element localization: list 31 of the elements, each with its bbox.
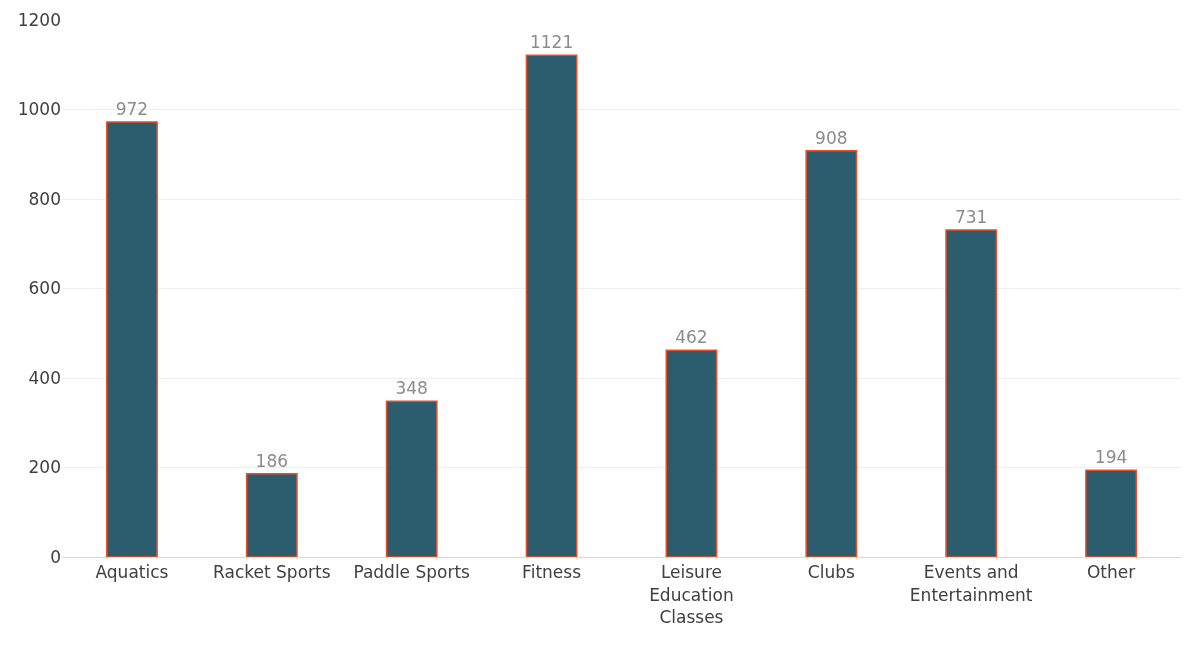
data-label: 348 bbox=[395, 378, 428, 399]
bar bbox=[385, 400, 438, 557]
y-tick-label: 1200 bbox=[17, 9, 61, 30]
data-label: 186 bbox=[255, 450, 289, 471]
x-tick-label: Aquatics bbox=[95, 562, 169, 583]
x-tick-label: Fitness bbox=[522, 562, 582, 583]
x-tick-label: Leisure Education Classes bbox=[649, 562, 734, 627]
bar bbox=[665, 349, 718, 557]
data-label: 731 bbox=[954, 206, 988, 227]
data-label: 462 bbox=[675, 327, 708, 348]
data-label: 908 bbox=[815, 127, 848, 148]
y-tick-label: 0 bbox=[50, 546, 61, 567]
bar bbox=[945, 229, 998, 557]
x-tick-label: Events and Entertainment bbox=[909, 562, 1033, 605]
bar bbox=[245, 473, 298, 557]
data-label: 194 bbox=[1094, 447, 1128, 468]
x-tick-label: Other bbox=[1086, 562, 1136, 583]
bar bbox=[1085, 469, 1137, 557]
bar bbox=[805, 149, 858, 557]
bar bbox=[106, 121, 158, 557]
y-tick-label: 1000 bbox=[17, 99, 61, 120]
data-label: 972 bbox=[115, 99, 149, 120]
data-label: 1121 bbox=[529, 32, 574, 53]
x-tick-label: Racket Sports bbox=[213, 562, 331, 583]
bar bbox=[525, 54, 578, 557]
y-tick-label: 600 bbox=[28, 278, 61, 299]
x-tick-label: Paddle Sports bbox=[353, 562, 471, 583]
y-tick-label: 200 bbox=[28, 457, 61, 478]
y-tick-label: 800 bbox=[28, 188, 61, 209]
y-tick-label: 400 bbox=[28, 367, 61, 388]
x-tick-label: Clubs bbox=[807, 562, 855, 583]
